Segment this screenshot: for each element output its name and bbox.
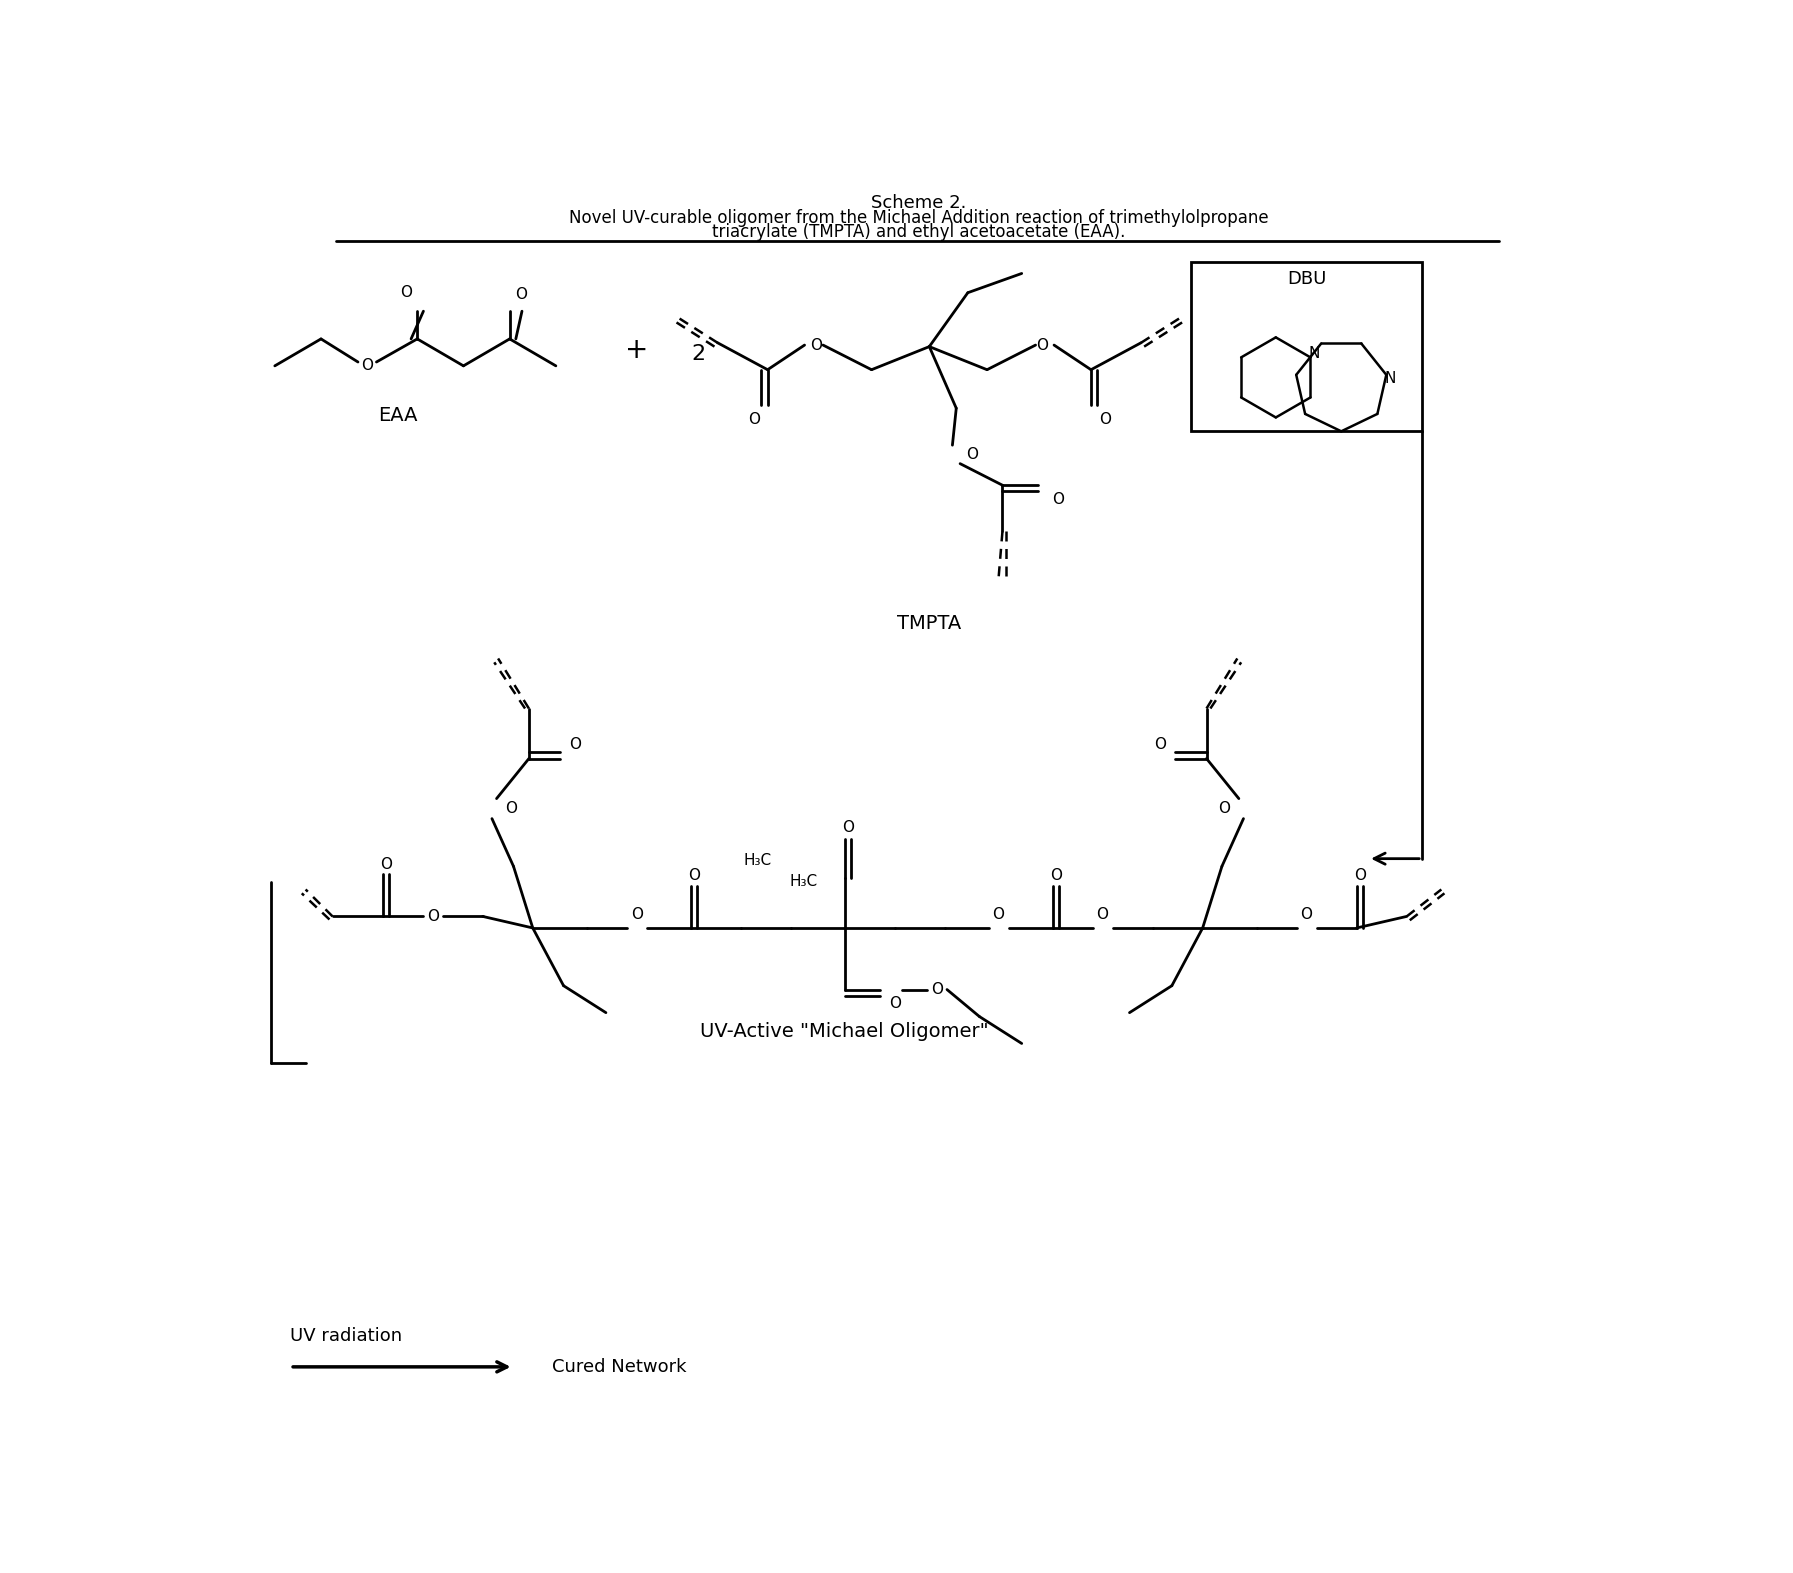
Text: O: O (1051, 868, 1063, 882)
Text: O: O (360, 359, 373, 373)
Text: O: O (843, 821, 855, 835)
Text: O: O (1217, 801, 1230, 816)
Text: N: N (1384, 371, 1395, 387)
Text: TMPTA: TMPTA (896, 615, 961, 634)
Text: Novel UV-curable oligomer from the Michael Addition reaction of trimethylolpropa: Novel UV-curable oligomer from the Micha… (568, 209, 1268, 227)
Text: O: O (400, 285, 412, 300)
Text: O: O (889, 996, 900, 1011)
Text: O: O (931, 982, 943, 997)
Text: O: O (506, 801, 516, 816)
Text: EAA: EAA (378, 406, 418, 425)
Text: O: O (1099, 412, 1112, 428)
Text: O: O (966, 447, 977, 462)
Text: O: O (1052, 492, 1063, 507)
Text: UV radiation: UV radiation (290, 1328, 402, 1345)
Text: O: O (1097, 906, 1108, 922)
Text: O: O (515, 286, 527, 302)
Text: O: O (631, 906, 642, 922)
Text: DBU: DBU (1287, 271, 1327, 288)
Text: Scheme 2.: Scheme 2. (871, 193, 966, 212)
Text: H₃C: H₃C (789, 875, 818, 889)
FancyBboxPatch shape (1191, 263, 1422, 431)
Text: O: O (380, 857, 393, 871)
Text: 2: 2 (692, 344, 705, 365)
Text: triacrylate (TMPTA) and ethyl acetoacetate (EAA).: triacrylate (TMPTA) and ethyl acetoaceta… (712, 223, 1126, 241)
Text: O: O (810, 338, 823, 352)
Text: O: O (1300, 906, 1312, 922)
Text: O: O (993, 906, 1004, 922)
Text: O: O (1354, 868, 1366, 882)
Text: O: O (568, 738, 581, 752)
Text: O: O (748, 412, 760, 428)
Text: O: O (1036, 338, 1049, 352)
Text: H₃C: H₃C (744, 854, 771, 868)
Text: O: O (427, 909, 439, 923)
Text: +: + (626, 337, 649, 365)
Text: UV-Active "Michael Oligomer": UV-Active "Michael Oligomer" (701, 1022, 990, 1041)
Text: O: O (689, 868, 701, 882)
Text: N: N (1309, 346, 1320, 362)
Text: Cured Network: Cured Network (552, 1357, 687, 1376)
Text: O: O (1155, 738, 1165, 752)
